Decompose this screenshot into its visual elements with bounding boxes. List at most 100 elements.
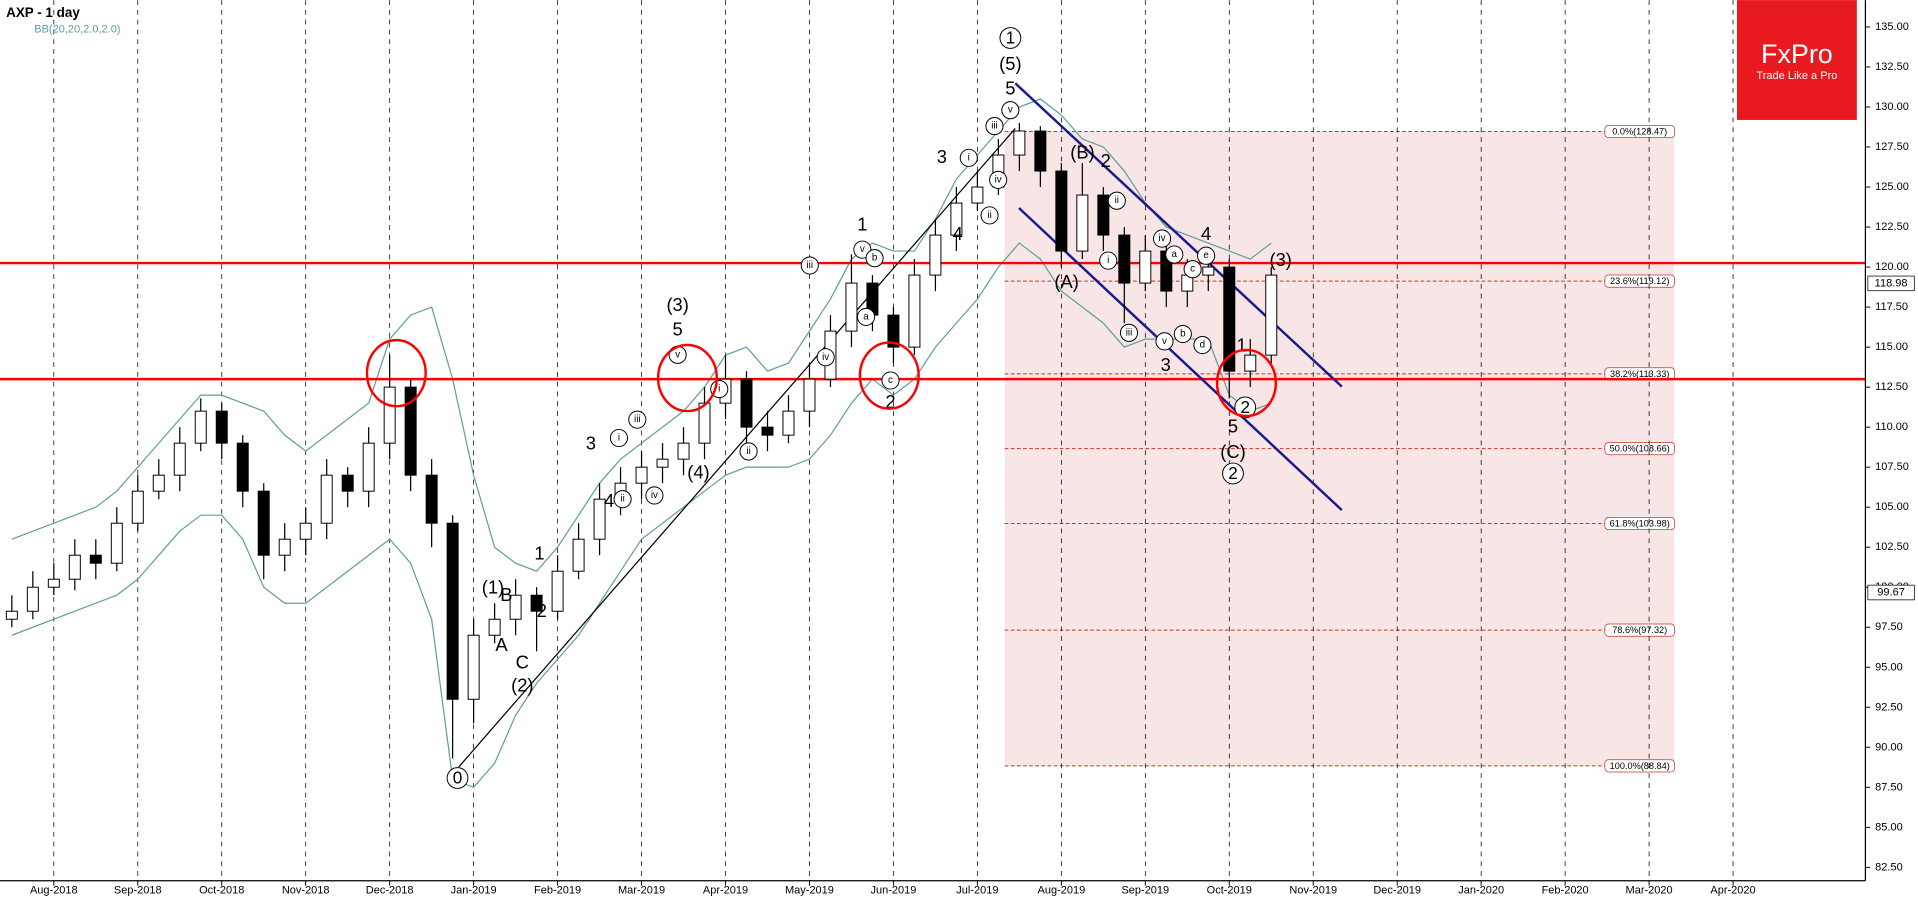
wave-label-circle bbox=[1153, 229, 1172, 248]
highlight-circle bbox=[1215, 348, 1278, 418]
candle-body bbox=[278, 538, 291, 556]
wave-label-circle bbox=[989, 170, 1008, 189]
x-tick-label: Aug-2018 bbox=[30, 885, 78, 897]
fib-label: 100.0%(88.84) bbox=[1610, 761, 1670, 771]
candle-body bbox=[47, 578, 60, 588]
y-tick-label: 115.00 bbox=[1875, 341, 1908, 353]
candle-body bbox=[299, 522, 312, 540]
wave-label: c bbox=[1190, 264, 1195, 275]
wave-label: ii bbox=[620, 494, 624, 505]
wave-label: 4 bbox=[604, 490, 614, 511]
wave-label: (3) bbox=[666, 294, 688, 315]
candle-body bbox=[698, 402, 711, 444]
candle-body bbox=[1118, 234, 1131, 284]
indicator-label: BB(20,20,2.0,2.0) bbox=[34, 23, 120, 35]
wave-label-circle bbox=[1099, 251, 1118, 270]
chart-title: AXP - 1 day bbox=[6, 5, 80, 20]
x-tick-label: Jan-2020 bbox=[1458, 885, 1504, 897]
y-tick-label: 132.50 bbox=[1875, 61, 1909, 73]
wave-label-circle bbox=[1001, 101, 1020, 120]
x-tick-label: May-2019 bbox=[785, 885, 834, 897]
wave-label-circle bbox=[710, 380, 729, 399]
candle-body bbox=[404, 386, 417, 476]
y-tick-label: 92.50 bbox=[1875, 701, 1903, 713]
x-tick-label: Aug-2019 bbox=[1037, 885, 1085, 897]
wave-label-circle bbox=[1234, 396, 1257, 419]
wave-label-circle bbox=[985, 117, 1004, 136]
x-tick-label: Nov-2019 bbox=[1289, 885, 1337, 897]
wave-label: 3 bbox=[586, 432, 596, 453]
wave-label-circle bbox=[800, 256, 819, 275]
wave-label: ii bbox=[746, 446, 750, 457]
wave-label: 2 bbox=[885, 391, 895, 412]
y-tick-label: 120.00 bbox=[1875, 261, 1909, 273]
x-tick-label: Sep-2019 bbox=[1121, 885, 1169, 897]
wave-label-circle bbox=[1107, 191, 1126, 210]
wave-label: c bbox=[888, 375, 893, 386]
wave-label-circle bbox=[1173, 324, 1192, 344]
y-tick-label: 102.50 bbox=[1875, 541, 1909, 553]
candle-body bbox=[425, 474, 438, 524]
candle-body bbox=[1076, 194, 1089, 252]
candle-body bbox=[908, 274, 921, 348]
candle-body bbox=[236, 442, 249, 492]
candle-body bbox=[635, 466, 648, 484]
wave-label: 2 bbox=[537, 600, 547, 621]
wave-label-circle bbox=[609, 428, 628, 448]
candle-body bbox=[971, 186, 984, 204]
candle-body bbox=[1265, 274, 1278, 356]
wave-label: 5 bbox=[1005, 78, 1015, 99]
wave-label: a bbox=[863, 311, 869, 322]
price-marker-label: 99.67 bbox=[1877, 587, 1905, 599]
wave-label: i bbox=[968, 152, 970, 163]
candle-body bbox=[173, 442, 186, 476]
wave-label: 0 bbox=[453, 769, 463, 788]
candle-body bbox=[929, 234, 942, 276]
y-tick-label: 112.50 bbox=[1875, 381, 1908, 393]
candle-body bbox=[887, 314, 900, 348]
y-tick-label: 122.50 bbox=[1875, 221, 1909, 233]
x-tick-label: Mar-2020 bbox=[1626, 885, 1673, 897]
wave-label: iii bbox=[1126, 327, 1133, 338]
candle-body bbox=[1097, 194, 1110, 236]
band-upper bbox=[11, 98, 1272, 572]
x-tick-label: Sep-2018 bbox=[114, 885, 162, 897]
candle-body bbox=[383, 386, 396, 444]
wave-label: (5) bbox=[999, 53, 1021, 74]
wave-label-circle bbox=[613, 490, 632, 509]
wave-label: d bbox=[1200, 340, 1205, 351]
wave-label: i bbox=[618, 432, 620, 443]
candle-body bbox=[530, 594, 543, 612]
wave-label: (3) bbox=[1270, 249, 1292, 270]
wave-label: v bbox=[1008, 105, 1013, 116]
wave-label: iv bbox=[651, 490, 658, 501]
wave-label: (1) bbox=[482, 577, 504, 598]
wave-label-circle bbox=[739, 442, 758, 461]
y-tick-label: 135.00 bbox=[1875, 21, 1909, 33]
wave-label: (B) bbox=[1070, 141, 1094, 162]
wave-label: ii bbox=[1115, 195, 1119, 206]
x-tick-label: Apr-2019 bbox=[703, 885, 748, 897]
candle-body bbox=[740, 378, 753, 428]
logo-box bbox=[1736, 0, 1857, 120]
wave-label: 1 bbox=[534, 542, 544, 563]
wave-label: ii bbox=[987, 210, 991, 221]
x-tick-label: Feb-2020 bbox=[1542, 885, 1589, 897]
y-tick-label: 110.00 bbox=[1875, 421, 1908, 433]
x-tick-label: Jun-2019 bbox=[870, 885, 916, 897]
candle-body bbox=[215, 410, 228, 444]
candle-body bbox=[677, 442, 690, 460]
wave-label-circle bbox=[1197, 246, 1216, 265]
wave-label-circle bbox=[1119, 323, 1139, 342]
price-marker-label: 118.98 bbox=[1875, 277, 1908, 289]
candle-body bbox=[68, 554, 81, 580]
wave-label-circle bbox=[881, 371, 900, 390]
wave-label: v bbox=[860, 244, 865, 255]
candle-body bbox=[320, 474, 333, 524]
fib-label-box bbox=[1604, 759, 1675, 773]
trend-line bbox=[458, 128, 1016, 768]
candle-body bbox=[551, 570, 564, 612]
wave-label: a bbox=[1172, 249, 1178, 260]
wave-label-circle bbox=[1155, 332, 1174, 351]
